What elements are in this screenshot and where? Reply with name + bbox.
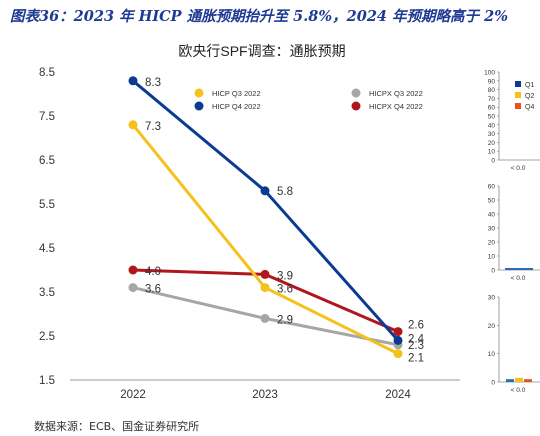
legend-label: HICPX Q4 2022 — [369, 102, 423, 111]
data-label: 2.6 — [408, 320, 424, 332]
data-label: 5.8 — [277, 186, 293, 198]
panel-bar — [506, 379, 514, 382]
panel-y-tick-label: 20 — [488, 140, 496, 147]
panel-legend-marker — [515, 103, 521, 109]
panel-y-tick-label: 80 — [488, 87, 496, 94]
x-tick-label: 2023 — [252, 389, 278, 401]
panel-legend-label: Q2 — [525, 93, 534, 100]
main-series-lines: 3.6 2.9 2.3 4.0 3.9 2.6 7.3 3.6 2.1 8.3 5.8 2.4 — [128, 76, 425, 365]
data-label: 7.3 — [145, 121, 161, 133]
x-tick-label: 2024 — [385, 389, 411, 401]
panel-y-tick-label: 20 — [488, 323, 496, 330]
data-label: 2.3 — [408, 340, 424, 352]
y-tick-label: 3.5 — [39, 287, 55, 299]
panel-legend-marker — [515, 92, 521, 98]
legend-marker — [194, 101, 204, 111]
data-point — [260, 283, 270, 293]
panel-y-tick-label: 10 — [488, 351, 496, 358]
source-note: 数据来源：ECB、国金证券研究所 — [34, 420, 200, 433]
y-tick-label: 5.5 — [39, 199, 55, 211]
legend-label: HICPX Q3 2022 — [369, 89, 423, 98]
data-label: 8.3 — [145, 77, 161, 89]
panel-y-tick-label: 40 — [488, 122, 496, 129]
y-tick-label: 6.5 — [39, 155, 55, 167]
data-point — [393, 349, 403, 359]
data-label: 3.6 — [145, 284, 161, 296]
data-point — [128, 265, 138, 275]
data-point — [128, 283, 138, 293]
panel-y-tick-label: 50 — [488, 198, 496, 205]
legend-marker — [351, 101, 361, 111]
y-tick-label: 4.5 — [39, 243, 55, 255]
main-axes: 1.5 2.5 3.5 4.5 5.5 6.5 7.5 8.5 2022 2023 2024 — [39, 67, 460, 401]
data-point — [393, 335, 403, 345]
figure-title: 图表36：2023 年 HICP 通胀预期抬升至 5.8%，2024 年预期略高… — [10, 8, 508, 25]
panel-y-tick-label: 10 — [488, 254, 496, 261]
data-label: 3.9 — [277, 270, 293, 282]
panel-y-tick-label: 60 — [488, 184, 496, 191]
data-point — [260, 269, 270, 279]
panel-legend-label: Q1 — [525, 82, 534, 89]
panel-y-tick-label: 100 — [484, 70, 495, 77]
data-label: 2.4 — [408, 333, 425, 345]
data-label: 2.9 — [277, 314, 293, 326]
panel-x-tick-label: < 0.0 — [511, 275, 526, 282]
main-legend: HICP Q3 2022 HICP Q4 2022 HICPX Q3 2022 HIC… — [194, 88, 423, 111]
panel-x-tick-label: < 0.0 — [511, 165, 526, 172]
data-point — [393, 327, 403, 337]
panel-y-tick-label: 0 — [491, 158, 495, 165]
data-point — [128, 76, 138, 86]
panel-legend-marker — [515, 81, 521, 87]
series-line — [132, 79, 400, 342]
panel-x-tick-label: < 0.0 — [511, 387, 526, 394]
panel-y-tick-label: 20 — [488, 240, 496, 247]
legend-label: HICP Q3 2022 — [212, 89, 261, 98]
chart-title: 欧央行SPF调查：通胀预期 — [178, 43, 345, 59]
legend-label: HICP Q4 2022 — [212, 102, 261, 111]
data-point — [260, 313, 270, 323]
panel-legend-label: Q4 — [525, 104, 534, 111]
y-tick-label: 2.5 — [39, 331, 55, 343]
data-label: 2.1 — [408, 353, 424, 365]
panel-bar — [505, 268, 533, 270]
panel-y-tick-label: 90 — [488, 78, 496, 85]
panel-y-tick-label: 70 — [488, 96, 496, 103]
legend-marker — [351, 88, 361, 98]
data-point — [128, 120, 138, 130]
panel-y-tick-label: 60 — [488, 105, 496, 112]
panel-y-tick-label: 0 — [491, 268, 495, 275]
panel-y-tick-label: 0 — [491, 380, 495, 387]
y-tick-label: 1.5 — [39, 375, 55, 387]
y-tick-label: 8.5 — [39, 67, 55, 79]
panel-bar — [524, 379, 532, 382]
data-label: 4.0 — [145, 266, 161, 278]
y-tick-label: 7.5 — [39, 111, 55, 123]
panel-y-tick-label: 10 — [488, 149, 496, 156]
panel-y-tick-label: 50 — [488, 114, 496, 121]
legend-marker — [194, 88, 204, 98]
data-point — [260, 186, 270, 196]
x-tick-label: 2022 — [120, 389, 146, 401]
data-label: 3.6 — [277, 284, 293, 296]
panel-bar — [515, 377, 523, 382]
panel-y-tick-label: 30 — [488, 226, 496, 233]
panel-y-tick-label: 30 — [488, 131, 496, 138]
panel-y-tick-label: 30 — [488, 295, 496, 302]
panel-y-tick-label: 40 — [488, 212, 496, 219]
